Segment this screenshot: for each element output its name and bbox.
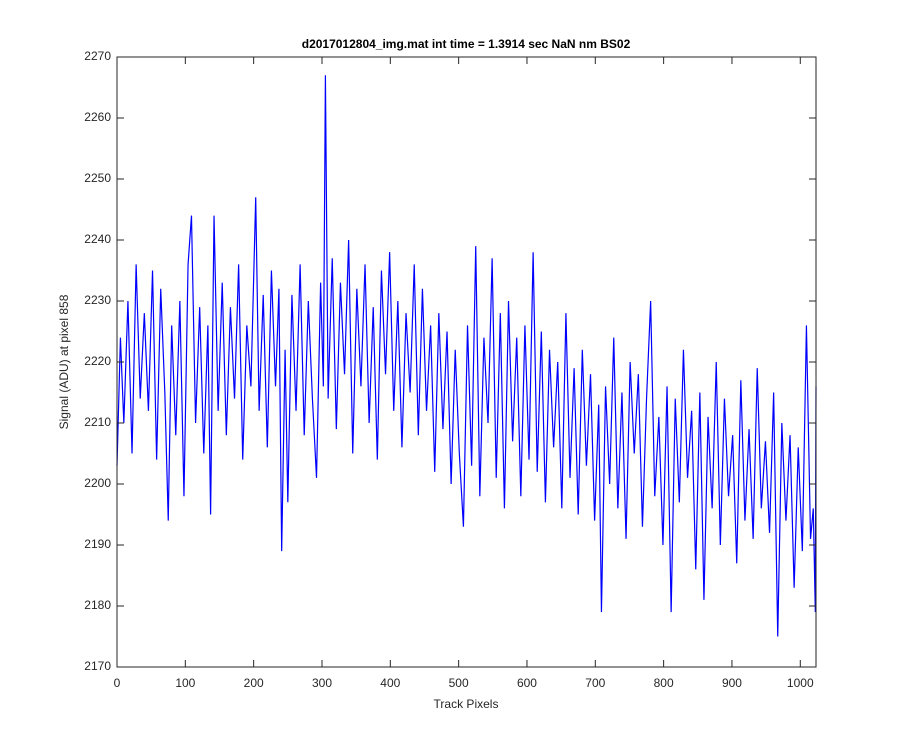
data-line — [116, 75, 817, 637]
y-tick-label: 2190 — [84, 537, 111, 551]
y-tick-label: 2220 — [84, 354, 111, 368]
x-tick-label: 900 — [722, 676, 742, 690]
y-tick-label: 2260 — [84, 110, 111, 124]
y-tick-label: 2270 — [84, 49, 111, 63]
x-tick-label: 600 — [517, 676, 537, 690]
y-tick-label: 2200 — [84, 476, 111, 490]
y-tick-label: 2210 — [84, 415, 111, 429]
y-tick-label: 2240 — [84, 232, 111, 246]
y-axis-label: Signal (ADU) at pixel 858 — [57, 294, 71, 429]
x-tick-label: 1000 — [787, 676, 814, 690]
x-tick-label: 400 — [380, 676, 400, 690]
x-tick-label: 800 — [654, 676, 674, 690]
y-tick-label: 2180 — [84, 598, 111, 612]
x-tick-label: 200 — [244, 676, 264, 690]
y-tick-label: 2170 — [84, 659, 111, 673]
chart-title: d2017012804_img.mat int time = 1.3914 se… — [302, 37, 631, 51]
x-tick-label: 500 — [449, 676, 469, 690]
x-axis-label: Track Pixels — [434, 697, 499, 711]
y-tick-label: 2230 — [84, 293, 111, 307]
x-tick-label: 100 — [175, 676, 195, 690]
x-tick-label: 700 — [585, 676, 605, 690]
x-tick-label: 0 — [114, 676, 121, 690]
y-tick-label: 2250 — [84, 171, 111, 185]
x-tick-label: 300 — [312, 676, 332, 690]
